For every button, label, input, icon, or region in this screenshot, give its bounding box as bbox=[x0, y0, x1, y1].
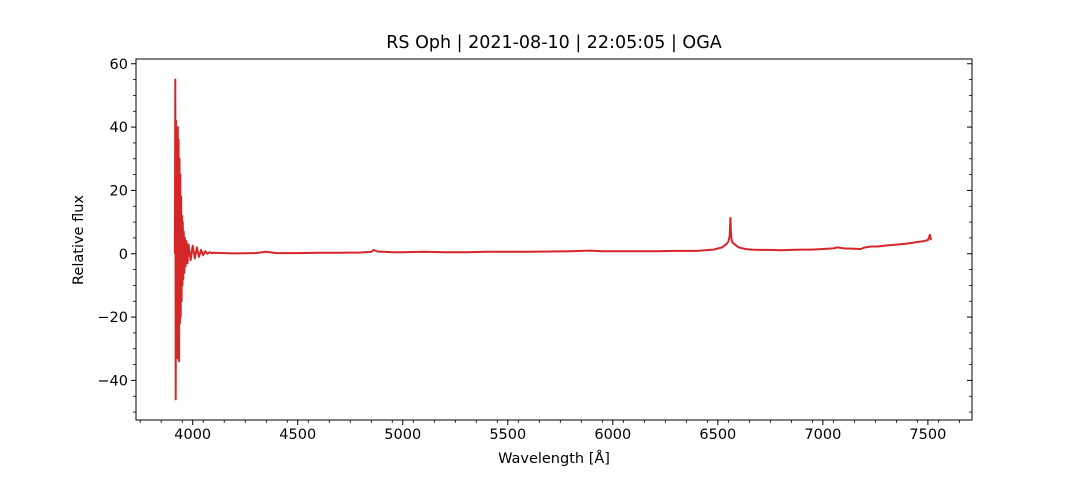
y-tick-label: −20 bbox=[97, 310, 128, 326]
y-axis-label: Relative flux bbox=[71, 195, 87, 285]
y-tick-label: 0 bbox=[119, 247, 128, 263]
chart-title: RS Oph | 2021-08-10 | 22:05:05 | OGA bbox=[386, 33, 722, 53]
y-tick-label: −40 bbox=[97, 373, 128, 389]
x-tick-label: 7000 bbox=[804, 427, 841, 443]
y-tick-label: 40 bbox=[110, 120, 128, 136]
x-tick-label: 4500 bbox=[279, 427, 316, 443]
plot-frame bbox=[135, 58, 973, 421]
y-tick-label: 20 bbox=[110, 183, 128, 199]
x-tick-label: 5000 bbox=[384, 427, 421, 443]
y-axis: −40 −20 0 20 40 60 bbox=[97, 57, 972, 413]
x-tick-label: 6000 bbox=[594, 427, 631, 443]
x-tick-label: 5500 bbox=[489, 427, 526, 443]
x-tick-label: 7500 bbox=[909, 427, 946, 443]
x-tick-label: 6500 bbox=[699, 427, 736, 443]
x-axis: 4000 4500 5000 5500 6000 6500 7000 7500 bbox=[139, 420, 960, 443]
y-tick-label: 60 bbox=[110, 57, 128, 73]
x-axis-label: Wavelength [Å] bbox=[498, 450, 610, 467]
spectrum-line bbox=[173, 78, 932, 401]
plot-area bbox=[173, 78, 932, 401]
x-tick-label: 4000 bbox=[174, 427, 211, 443]
